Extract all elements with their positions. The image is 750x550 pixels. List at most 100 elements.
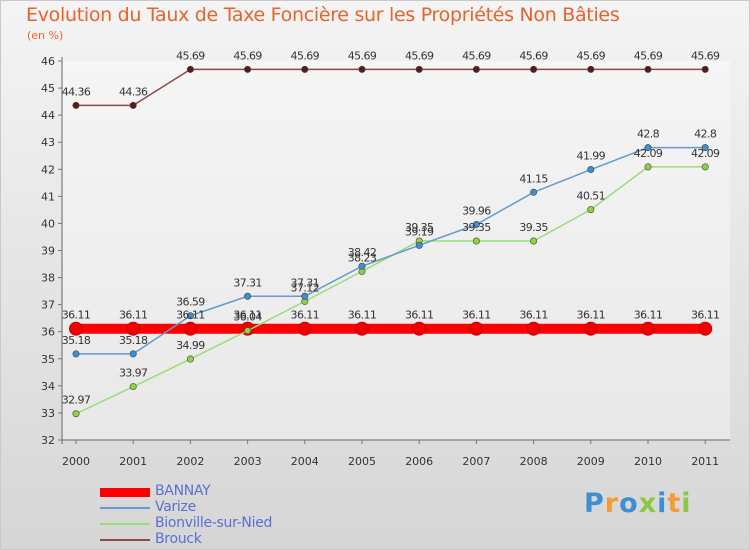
data-label: 34.99 <box>176 339 205 352</box>
logo-letter: r <box>604 488 620 519</box>
x-tick-label: 2002 <box>176 455 204 468</box>
data-label: 37.12 <box>291 281 320 294</box>
data-label: 39.19 <box>405 225 434 238</box>
data-point <box>72 101 80 109</box>
data-point <box>297 321 312 336</box>
proxiti-logo: Proxiti <box>584 488 692 519</box>
y-tick-label: 42 <box>41 163 55 176</box>
x-tick-label: 2006 <box>405 455 433 468</box>
x-tick-label: 2005 <box>348 455 376 468</box>
data-point <box>244 292 252 300</box>
data-label: 37.31 <box>233 276 262 289</box>
data-label: 39.35 <box>519 221 548 234</box>
data-point <box>587 65 595 73</box>
data-point <box>186 65 194 73</box>
data-point <box>129 101 137 109</box>
data-point <box>644 163 652 171</box>
data-point <box>355 321 369 336</box>
y-tick-label: 43 <box>41 136 55 149</box>
data-label: 36.11 <box>462 309 491 322</box>
data-label: 45.69 <box>291 49 320 62</box>
data-label: 36.11 <box>119 309 148 322</box>
data-point <box>641 321 655 336</box>
y-tick-label: 40 <box>41 217 55 230</box>
data-point <box>472 65 480 73</box>
logo-letter: i <box>681 488 692 519</box>
data-point <box>129 350 137 358</box>
data-point <box>587 166 595 174</box>
data-point <box>530 237 538 245</box>
data-label: 35.18 <box>119 334 148 347</box>
data-label: 36.11 <box>519 309 548 322</box>
data-point <box>301 65 309 73</box>
data-point <box>186 355 194 363</box>
data-label: 35.18 <box>62 334 91 347</box>
data-point <box>644 144 652 152</box>
data-point <box>126 321 141 336</box>
data-point <box>72 350 80 358</box>
data-label: 45.69 <box>348 49 377 62</box>
y-tick-label: 39 <box>41 245 55 258</box>
data-point <box>301 292 309 300</box>
x-tick-label: 2000 <box>62 455 90 468</box>
data-label: 45.69 <box>405 49 434 62</box>
x-tick-label: 2007 <box>462 455 490 468</box>
data-label: 42.09 <box>634 147 663 160</box>
data-label: 33.97 <box>119 367 148 380</box>
legend-swatch <box>100 487 150 497</box>
data-label: 32.97 <box>62 394 91 407</box>
data-label: 45.69 <box>634 49 663 62</box>
logo-letter: P <box>584 488 605 519</box>
y-tick-label: 32 <box>41 434 55 447</box>
data-label: 36.11 <box>176 309 205 322</box>
data-point <box>69 321 83 336</box>
data-point <box>72 410 80 418</box>
y-tick-label: 37 <box>41 299 55 312</box>
y-tick-label: 38 <box>41 272 55 285</box>
x-tick-label: 2008 <box>520 455 548 468</box>
data-label: 42.09 <box>691 147 720 160</box>
data-label: 45.69 <box>176 49 205 62</box>
data-label: 36.11 <box>62 309 91 322</box>
data-point <box>244 65 252 73</box>
plot-area <box>62 61 730 440</box>
x-tick-label: 2010 <box>634 455 662 468</box>
logo-letter: o <box>619 488 639 519</box>
chart-title: Evolution du Taux de Taxe Foncière sur l… <box>26 4 620 26</box>
y-tick-label: 44 <box>41 109 55 122</box>
data-label: 36.11 <box>634 309 663 322</box>
data-label: 36.04 <box>233 311 262 324</box>
x-tick-label: 2001 <box>119 455 147 468</box>
data-label: 39.35 <box>405 221 434 234</box>
data-label: 45.69 <box>577 49 606 62</box>
legend-swatch <box>100 507 150 509</box>
data-label: 45.69 <box>519 49 548 62</box>
data-point <box>701 163 709 171</box>
legend-label: Brouck <box>155 531 202 547</box>
legend-label: BANNAY <box>155 483 211 499</box>
data-label: 36.11 <box>291 309 320 322</box>
data-label: 45.69 <box>233 49 262 62</box>
data-point <box>412 321 427 336</box>
data-label: 36.11 <box>233 309 262 322</box>
series-line-brouck <box>75 68 706 107</box>
data-label: 41.15 <box>519 172 548 185</box>
x-tick-label: 2009 <box>577 455 605 468</box>
data-point <box>472 221 480 229</box>
data-label: 36.11 <box>405 309 434 322</box>
logo-letter: x <box>638 488 658 519</box>
data-point <box>701 144 709 152</box>
data-label: 41.99 <box>577 150 606 163</box>
data-label: 40.51 <box>577 190 606 203</box>
x-tick-label: 2011 <box>691 455 719 468</box>
data-label: 38.23 <box>348 251 377 264</box>
unit-label: (en %) <box>27 29 64 42</box>
x-tick-label: 2003 <box>234 455 262 468</box>
data-point <box>583 321 598 336</box>
y-tick-label: 41 <box>41 190 55 203</box>
data-label: 45.69 <box>691 49 720 62</box>
data-label: 36.59 <box>176 296 205 309</box>
data-label: 38.42 <box>348 246 377 259</box>
